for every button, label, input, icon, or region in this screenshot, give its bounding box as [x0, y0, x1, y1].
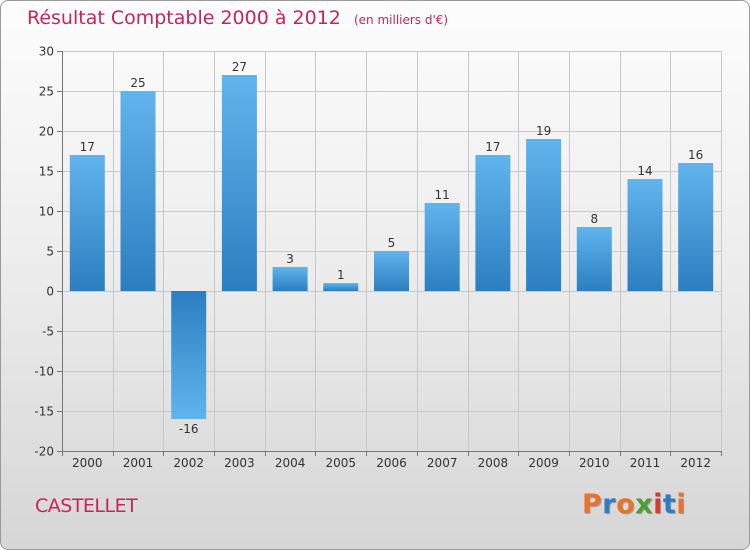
data-label: 19: [536, 124, 551, 138]
y-tick-label: 0: [46, 285, 54, 299]
bar: [171, 291, 207, 419]
y-tick-label: 10: [39, 205, 54, 219]
y-tick-label: 25: [39, 85, 54, 99]
data-label: 17: [485, 140, 500, 154]
logo-letter: x: [635, 489, 654, 520]
logo-letter: t: [662, 489, 677, 520]
data-label: 16: [688, 148, 703, 162]
unit-label: (en milliers d'€): [353, 13, 449, 27]
data-label: 25: [130, 76, 145, 90]
y-tick-label: 15: [39, 165, 54, 179]
data-label: 17: [80, 140, 95, 154]
grid-lines: [62, 51, 722, 452]
data-label: 3: [286, 252, 294, 266]
y-tick-label: -10: [34, 365, 54, 379]
proxiti-logo: Proxiti: [582, 489, 686, 520]
data-labels: 17 25 -16 27 3 1 5 11 17 19 8 14 16: [80, 60, 704, 436]
data-label: 8: [590, 212, 598, 226]
x-tick-label: 2007: [427, 456, 458, 470]
data-label: 27: [232, 60, 247, 74]
x-tick-label: 2009: [528, 456, 559, 470]
bar: [120, 91, 156, 291]
data-label: 14: [637, 164, 652, 178]
x-tick-label: 2008: [478, 456, 509, 470]
logo-letter: o: [616, 489, 636, 520]
chart-title: Résultat Comptable 2000 à 2012 (en milli…: [27, 7, 448, 29]
x-tick-label: 2010: [579, 456, 610, 470]
x-tick-label: 2003: [224, 456, 255, 470]
bar: [272, 267, 308, 291]
bar: [323, 283, 359, 291]
data-label: 1: [337, 268, 345, 282]
bar: [526, 139, 562, 291]
x-tick-label: 2005: [326, 456, 357, 470]
bar: [374, 251, 409, 291]
y-tick-label: -15: [34, 405, 54, 419]
logo-letter: i: [653, 489, 663, 520]
x-tick-label: 2004: [275, 456, 306, 470]
y-tick-label: 30: [39, 45, 54, 59]
logo-letter: r: [602, 489, 617, 520]
x-tick-label: 2001: [123, 456, 154, 470]
x-tick-label: 2012: [680, 456, 711, 470]
y-tick-label: 5: [46, 245, 54, 259]
bar: [475, 155, 511, 291]
data-label: 11: [435, 188, 450, 202]
x-tick-label: 2011: [630, 456, 661, 470]
x-tick-label: 2002: [173, 456, 204, 470]
data-label: -16: [179, 422, 199, 436]
bar: [576, 227, 612, 291]
y-tick-label: -20: [34, 445, 54, 459]
y-tick-label: 20: [39, 125, 54, 139]
commune-name: CASTELLET: [35, 495, 138, 517]
y-tick-label: -5: [42, 325, 54, 339]
bars: [69, 75, 714, 419]
bar: [221, 75, 257, 291]
bar: [424, 203, 460, 291]
data-label: 5: [388, 236, 396, 250]
bar: [627, 179, 663, 291]
x-tick-label: 2006: [376, 456, 407, 470]
logo-letter: i: [676, 489, 687, 520]
logo-letter: P: [582, 489, 603, 520]
title-text: Résultat Comptable 2000 à 2012: [27, 7, 341, 29]
bar: [678, 163, 714, 291]
x-tick-label: 2000: [72, 456, 103, 470]
bar: [69, 155, 105, 291]
